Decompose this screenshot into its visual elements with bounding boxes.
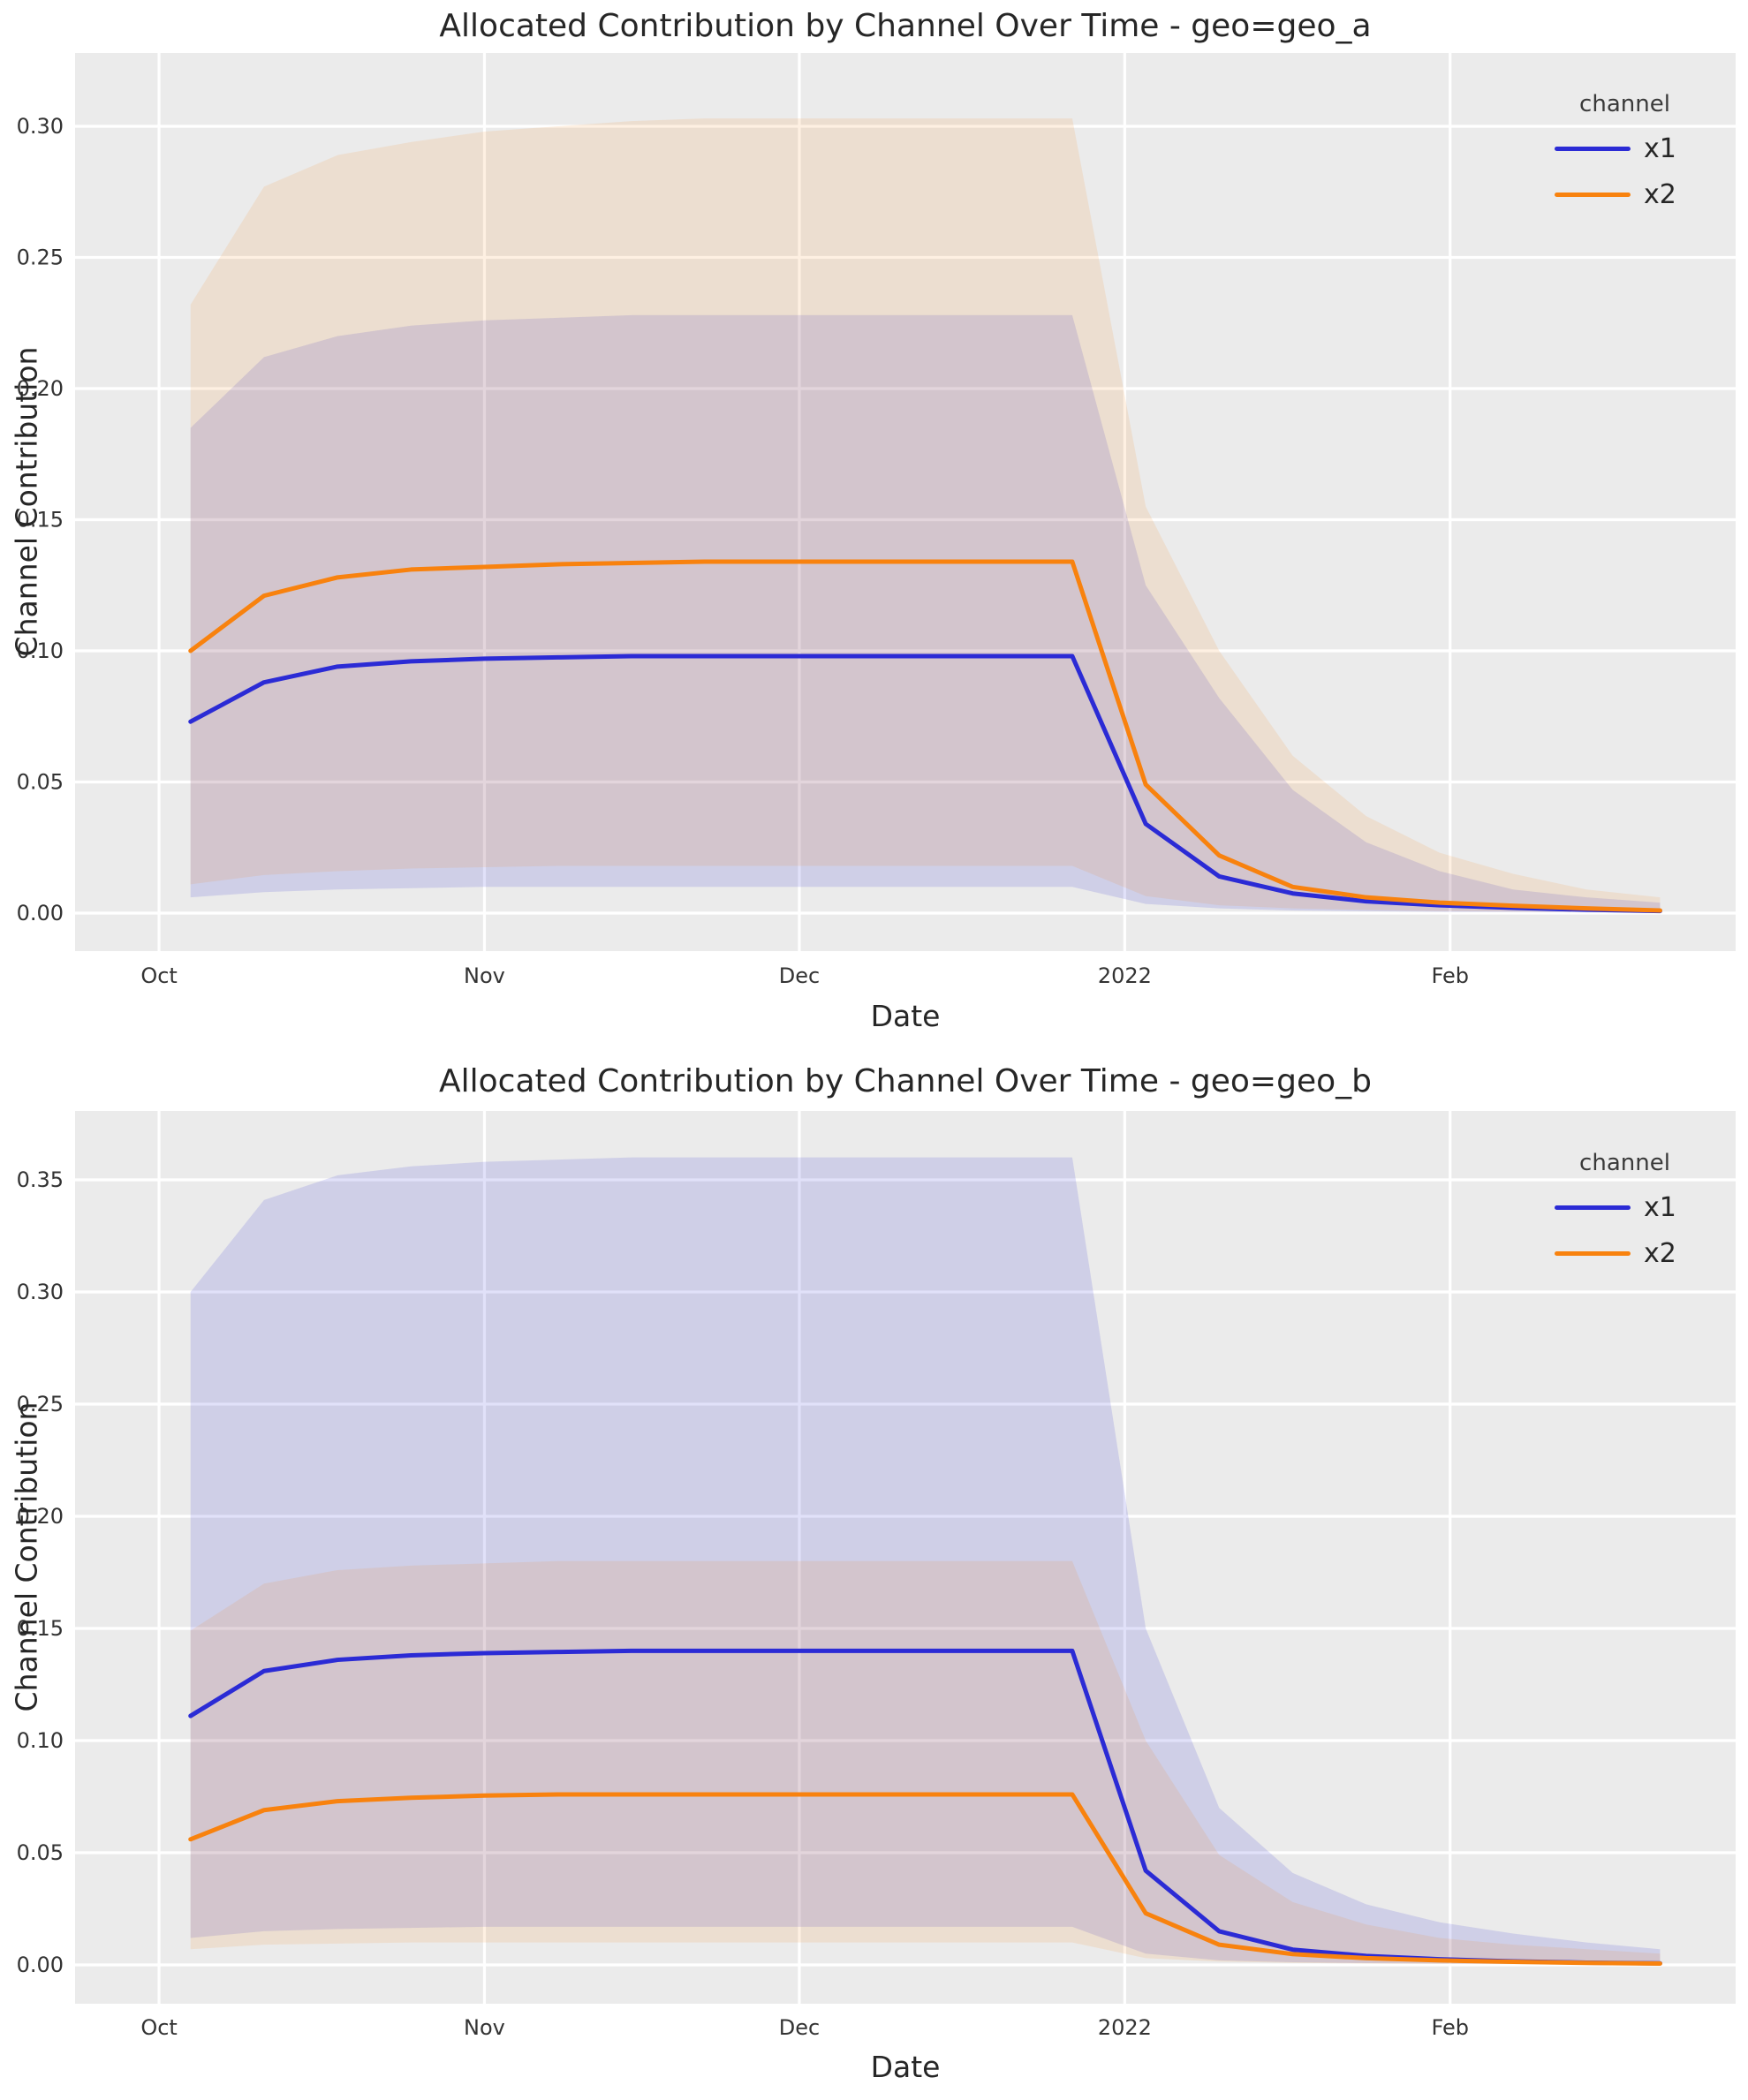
series-x2-band bbox=[190, 1560, 1661, 1965]
x-tick-label: Oct bbox=[140, 963, 178, 988]
legend: channel x1 x2 bbox=[1512, 83, 1711, 217]
y-tick-label: 0.20 bbox=[17, 1504, 64, 1529]
legend-label-x1: x1 bbox=[1644, 132, 1676, 164]
legend-title: channel bbox=[1579, 91, 1670, 117]
y-tick-label: 0.05 bbox=[17, 770, 64, 795]
y-tick-label: 0.20 bbox=[17, 376, 64, 401]
y-tick-label: 0.00 bbox=[17, 901, 64, 925]
legend-item-x2: x2 bbox=[1512, 171, 1711, 217]
x-tick-label: Nov bbox=[464, 963, 505, 988]
x-tick-label: 2022 bbox=[1098, 2015, 1152, 2040]
x-tick-label: 2022 bbox=[1098, 963, 1152, 988]
legend-label-x2: x2 bbox=[1644, 1237, 1676, 1269]
x-tick-label: Nov bbox=[464, 2015, 505, 2040]
y-tick-label: 0.00 bbox=[17, 1953, 64, 1977]
y-tick-label: 0.10 bbox=[17, 638, 64, 663]
y-tick-label: 0.15 bbox=[17, 508, 64, 533]
legend-item-x1: x1 bbox=[1512, 125, 1711, 171]
series-x1-band bbox=[190, 314, 1661, 913]
y-tick-label: 0.10 bbox=[17, 1728, 64, 1753]
x-axis-label: Date bbox=[870, 999, 941, 1033]
chart-geo-b: 0.00 0.05 0.10 0.15 0.20 0.25 0.30 0.35 Oct Nov De… bbox=[0, 1050, 1748, 2100]
y-tick-label: 0.05 bbox=[17, 1840, 64, 1865]
y-axis-label: Channel Contribution bbox=[9, 1401, 44, 1712]
chart-geo-b-plot: 0.00 0.05 0.10 0.15 0.20 0.25 0.30 0.35 Oct Nov De… bbox=[17, 1111, 1736, 2040]
x-tick-label: Feb bbox=[1432, 963, 1470, 988]
series-x1-line bbox=[188, 653, 1662, 914]
legend: channel x1 x2 bbox=[1512, 1142, 1711, 1276]
x-tick-label: Dec bbox=[779, 2015, 820, 2040]
y-axis-label: Channel Contribution bbox=[9, 346, 44, 657]
chart-title: Allocated Contribution by Channel Over T… bbox=[439, 1063, 1372, 1099]
x-tick-label: Feb bbox=[1432, 2015, 1470, 2040]
series-x1-band bbox=[190, 1157, 1661, 1965]
y-tick-label: 0.35 bbox=[17, 1167, 64, 1192]
series-x2-line bbox=[188, 559, 1662, 913]
chart-geo-a: 0.00 0.05 0.10 0.15 0.20 0.25 0.30 Oct Nov Dec 202… bbox=[9, 8, 1736, 1033]
y-tick-label: 0.25 bbox=[17, 246, 64, 270]
legend-line-swatch-x1 bbox=[1555, 1205, 1631, 1210]
y-tick-label: 0.15 bbox=[17, 1616, 64, 1641]
legend-line-swatch-x1 bbox=[1555, 146, 1631, 151]
plot-background bbox=[75, 1111, 1736, 2004]
legend-item-x2: x2 bbox=[1512, 1230, 1711, 1276]
x-axis-label: Date bbox=[870, 2050, 941, 2084]
x-tick-label: Oct bbox=[140, 2015, 178, 2040]
series-x2-line bbox=[188, 1792, 1662, 1966]
y-tick-label: 0.25 bbox=[17, 1392, 64, 1416]
plot-background bbox=[75, 53, 1736, 951]
y-tick-label: 0.30 bbox=[17, 1280, 64, 1304]
legend-line-swatch-x2 bbox=[1555, 1250, 1631, 1256]
legend-label-x1: x1 bbox=[1644, 1191, 1676, 1223]
legend-title: channel bbox=[1579, 1150, 1670, 1176]
chart-title: Allocated Contribution by Channel Over T… bbox=[439, 8, 1372, 44]
x-tick-label: Dec bbox=[779, 963, 820, 988]
legend-line-swatch-x2 bbox=[1555, 192, 1631, 197]
y-tick-label: 0.30 bbox=[17, 114, 64, 139]
legend-label-x2: x2 bbox=[1644, 178, 1676, 210]
chart-geo-a-plot: 0.00 0.05 0.10 0.15 0.20 0.25 0.30 Oct Nov Dec 202… bbox=[17, 53, 1736, 988]
legend-item-x1: x1 bbox=[1512, 1184, 1711, 1230]
series-x2-band bbox=[190, 118, 1661, 913]
